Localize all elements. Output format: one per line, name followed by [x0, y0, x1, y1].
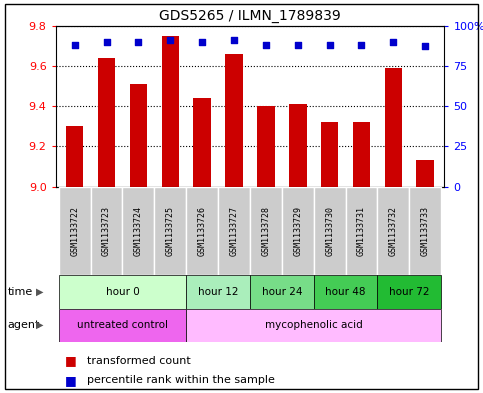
Point	[167, 37, 174, 43]
Bar	[155, 187, 186, 275]
Bar	[289, 104, 307, 187]
Bar	[384, 68, 402, 187]
Point	[103, 39, 111, 45]
Text: ▶: ▶	[36, 287, 44, 297]
Text: GSM1133727: GSM1133727	[229, 206, 239, 256]
Text: GSM1133725: GSM1133725	[166, 206, 175, 256]
Bar	[377, 275, 441, 309]
Bar	[313, 187, 345, 275]
Bar	[257, 106, 275, 187]
Text: GSM1133732: GSM1133732	[389, 206, 398, 256]
Text: hour 48: hour 48	[326, 287, 366, 297]
Bar	[218, 187, 250, 275]
Text: ■: ■	[65, 354, 81, 367]
Text: GSM1133723: GSM1133723	[102, 206, 111, 256]
Text: GSM1133731: GSM1133731	[357, 206, 366, 256]
Point	[389, 39, 397, 45]
Text: hour 24: hour 24	[262, 287, 302, 297]
Bar	[377, 187, 409, 275]
Bar	[186, 309, 441, 342]
Bar	[66, 126, 84, 187]
Bar	[409, 187, 441, 275]
Bar	[345, 187, 377, 275]
Text: GSM1133722: GSM1133722	[70, 206, 79, 256]
Text: percentile rank within the sample: percentile rank within the sample	[87, 375, 275, 386]
Bar	[416, 160, 434, 187]
Point	[262, 42, 270, 48]
Title: GDS5265 / ILMN_1789839: GDS5265 / ILMN_1789839	[159, 9, 341, 23]
Bar	[193, 98, 211, 187]
Bar	[59, 309, 186, 342]
Point	[326, 42, 333, 48]
Bar	[161, 36, 179, 187]
Bar	[129, 84, 147, 187]
Point	[71, 42, 79, 48]
Point	[357, 42, 365, 48]
Point	[294, 42, 301, 48]
Bar	[98, 58, 115, 187]
Point	[199, 39, 206, 45]
Bar	[282, 187, 313, 275]
Text: hour 72: hour 72	[389, 287, 429, 297]
Text: hour 0: hour 0	[106, 287, 140, 297]
Text: GSM1133730: GSM1133730	[325, 206, 334, 256]
Text: GSM1133728: GSM1133728	[261, 206, 270, 256]
Text: untreated control: untreated control	[77, 320, 168, 330]
Point	[135, 39, 142, 45]
Bar	[250, 187, 282, 275]
Text: mycophenolic acid: mycophenolic acid	[265, 320, 363, 330]
Text: GSM1133724: GSM1133724	[134, 206, 143, 256]
Bar	[186, 275, 250, 309]
Text: ■: ■	[65, 374, 81, 387]
Point	[421, 43, 429, 50]
Bar	[353, 122, 370, 187]
Bar	[313, 275, 377, 309]
Bar	[250, 275, 313, 309]
Text: hour 12: hour 12	[198, 287, 238, 297]
Bar	[321, 122, 339, 187]
Bar	[91, 187, 123, 275]
Bar	[123, 187, 155, 275]
Text: agent: agent	[7, 320, 40, 330]
Text: time: time	[7, 287, 32, 297]
Bar	[59, 275, 186, 309]
Bar	[59, 187, 91, 275]
Text: GSM1133733: GSM1133733	[421, 206, 430, 256]
Point	[230, 37, 238, 43]
Text: ▶: ▶	[36, 320, 44, 330]
Bar	[225, 54, 243, 187]
Text: GSM1133726: GSM1133726	[198, 206, 207, 256]
Text: transformed count: transformed count	[87, 356, 191, 366]
Text: GSM1133729: GSM1133729	[293, 206, 302, 256]
Bar	[186, 187, 218, 275]
